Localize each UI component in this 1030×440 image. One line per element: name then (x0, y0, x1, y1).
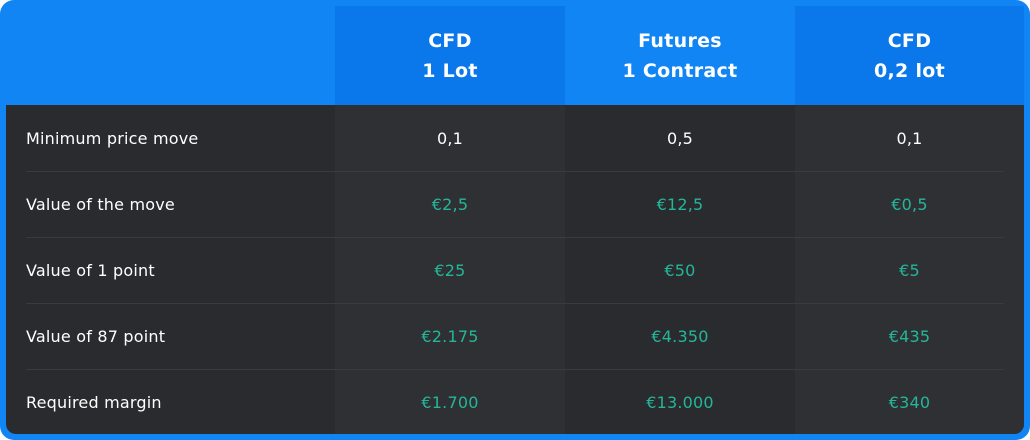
header-subtitle: 0,2 lot (873, 59, 946, 82)
cell-value: €2,5 (431, 194, 469, 214)
cell-value: 0,1 (896, 128, 923, 148)
cell-value: €0,5 (891, 194, 928, 214)
cell-value: €25 (434, 260, 466, 280)
cell-value: €50 (664, 260, 696, 280)
header-empty-cell (6, 6, 335, 105)
cell-value: €435 (888, 326, 931, 346)
table-row-value-of-87-point: Value of 87 point €2.175 €4.350 €435 (6, 303, 1024, 369)
table-row-value-of-1-point: Value of 1 point €25 €50 €5 (6, 237, 1024, 303)
table-row-minimum-price-move: Minimum price move 0,1 0,5 0,1 (6, 105, 1024, 171)
header-futures-1-contract: Futures 1 Contract (565, 6, 795, 105)
cell-value: €12,5 (656, 194, 704, 214)
table-row-value-of-the-move: Value of the move €2,5 €12,5 €0,5 (6, 171, 1024, 237)
cell-value: 0,1 (436, 128, 464, 148)
cell-value: €340 (888, 392, 931, 412)
header-cfd-1-lot: CFD 1 Lot (335, 6, 565, 105)
header-title: CFD (887, 29, 932, 52)
table-header: CFD 1 Lot Futures 1 Contract CFD 0,2 lot (6, 6, 1024, 105)
cell-value: €4.350 (651, 326, 709, 346)
row-label: Required margin (26, 392, 162, 412)
cell-value: €1.700 (421, 392, 479, 412)
table-row-required-margin: Required margin €1.700 €13.000 €340 (6, 369, 1024, 434)
cell-value: €13.000 (646, 392, 714, 412)
header-subtitle: 1 Contract (622, 59, 738, 82)
header-subtitle: 1 Lot (422, 59, 478, 82)
header-title: CFD (428, 29, 472, 52)
column-highlight (795, 105, 1024, 434)
row-label: Minimum price move (26, 128, 199, 148)
row-label: Value of 87 point (26, 326, 166, 346)
cell-value: 0,5 (666, 128, 694, 148)
column-highlight (335, 105, 565, 434)
cell-value: €5 (899, 260, 920, 280)
header-title: Futures (638, 29, 722, 52)
table-body: Minimum price move 0,1 0,5 0,1 Value of … (6, 105, 1024, 434)
row-label: Value of the move (26, 194, 175, 214)
row-label: Value of 1 point (26, 260, 155, 280)
cell-value: €2.175 (421, 326, 479, 346)
header-cfd-0-2-lot: CFD 0,2 lot (795, 6, 1024, 105)
